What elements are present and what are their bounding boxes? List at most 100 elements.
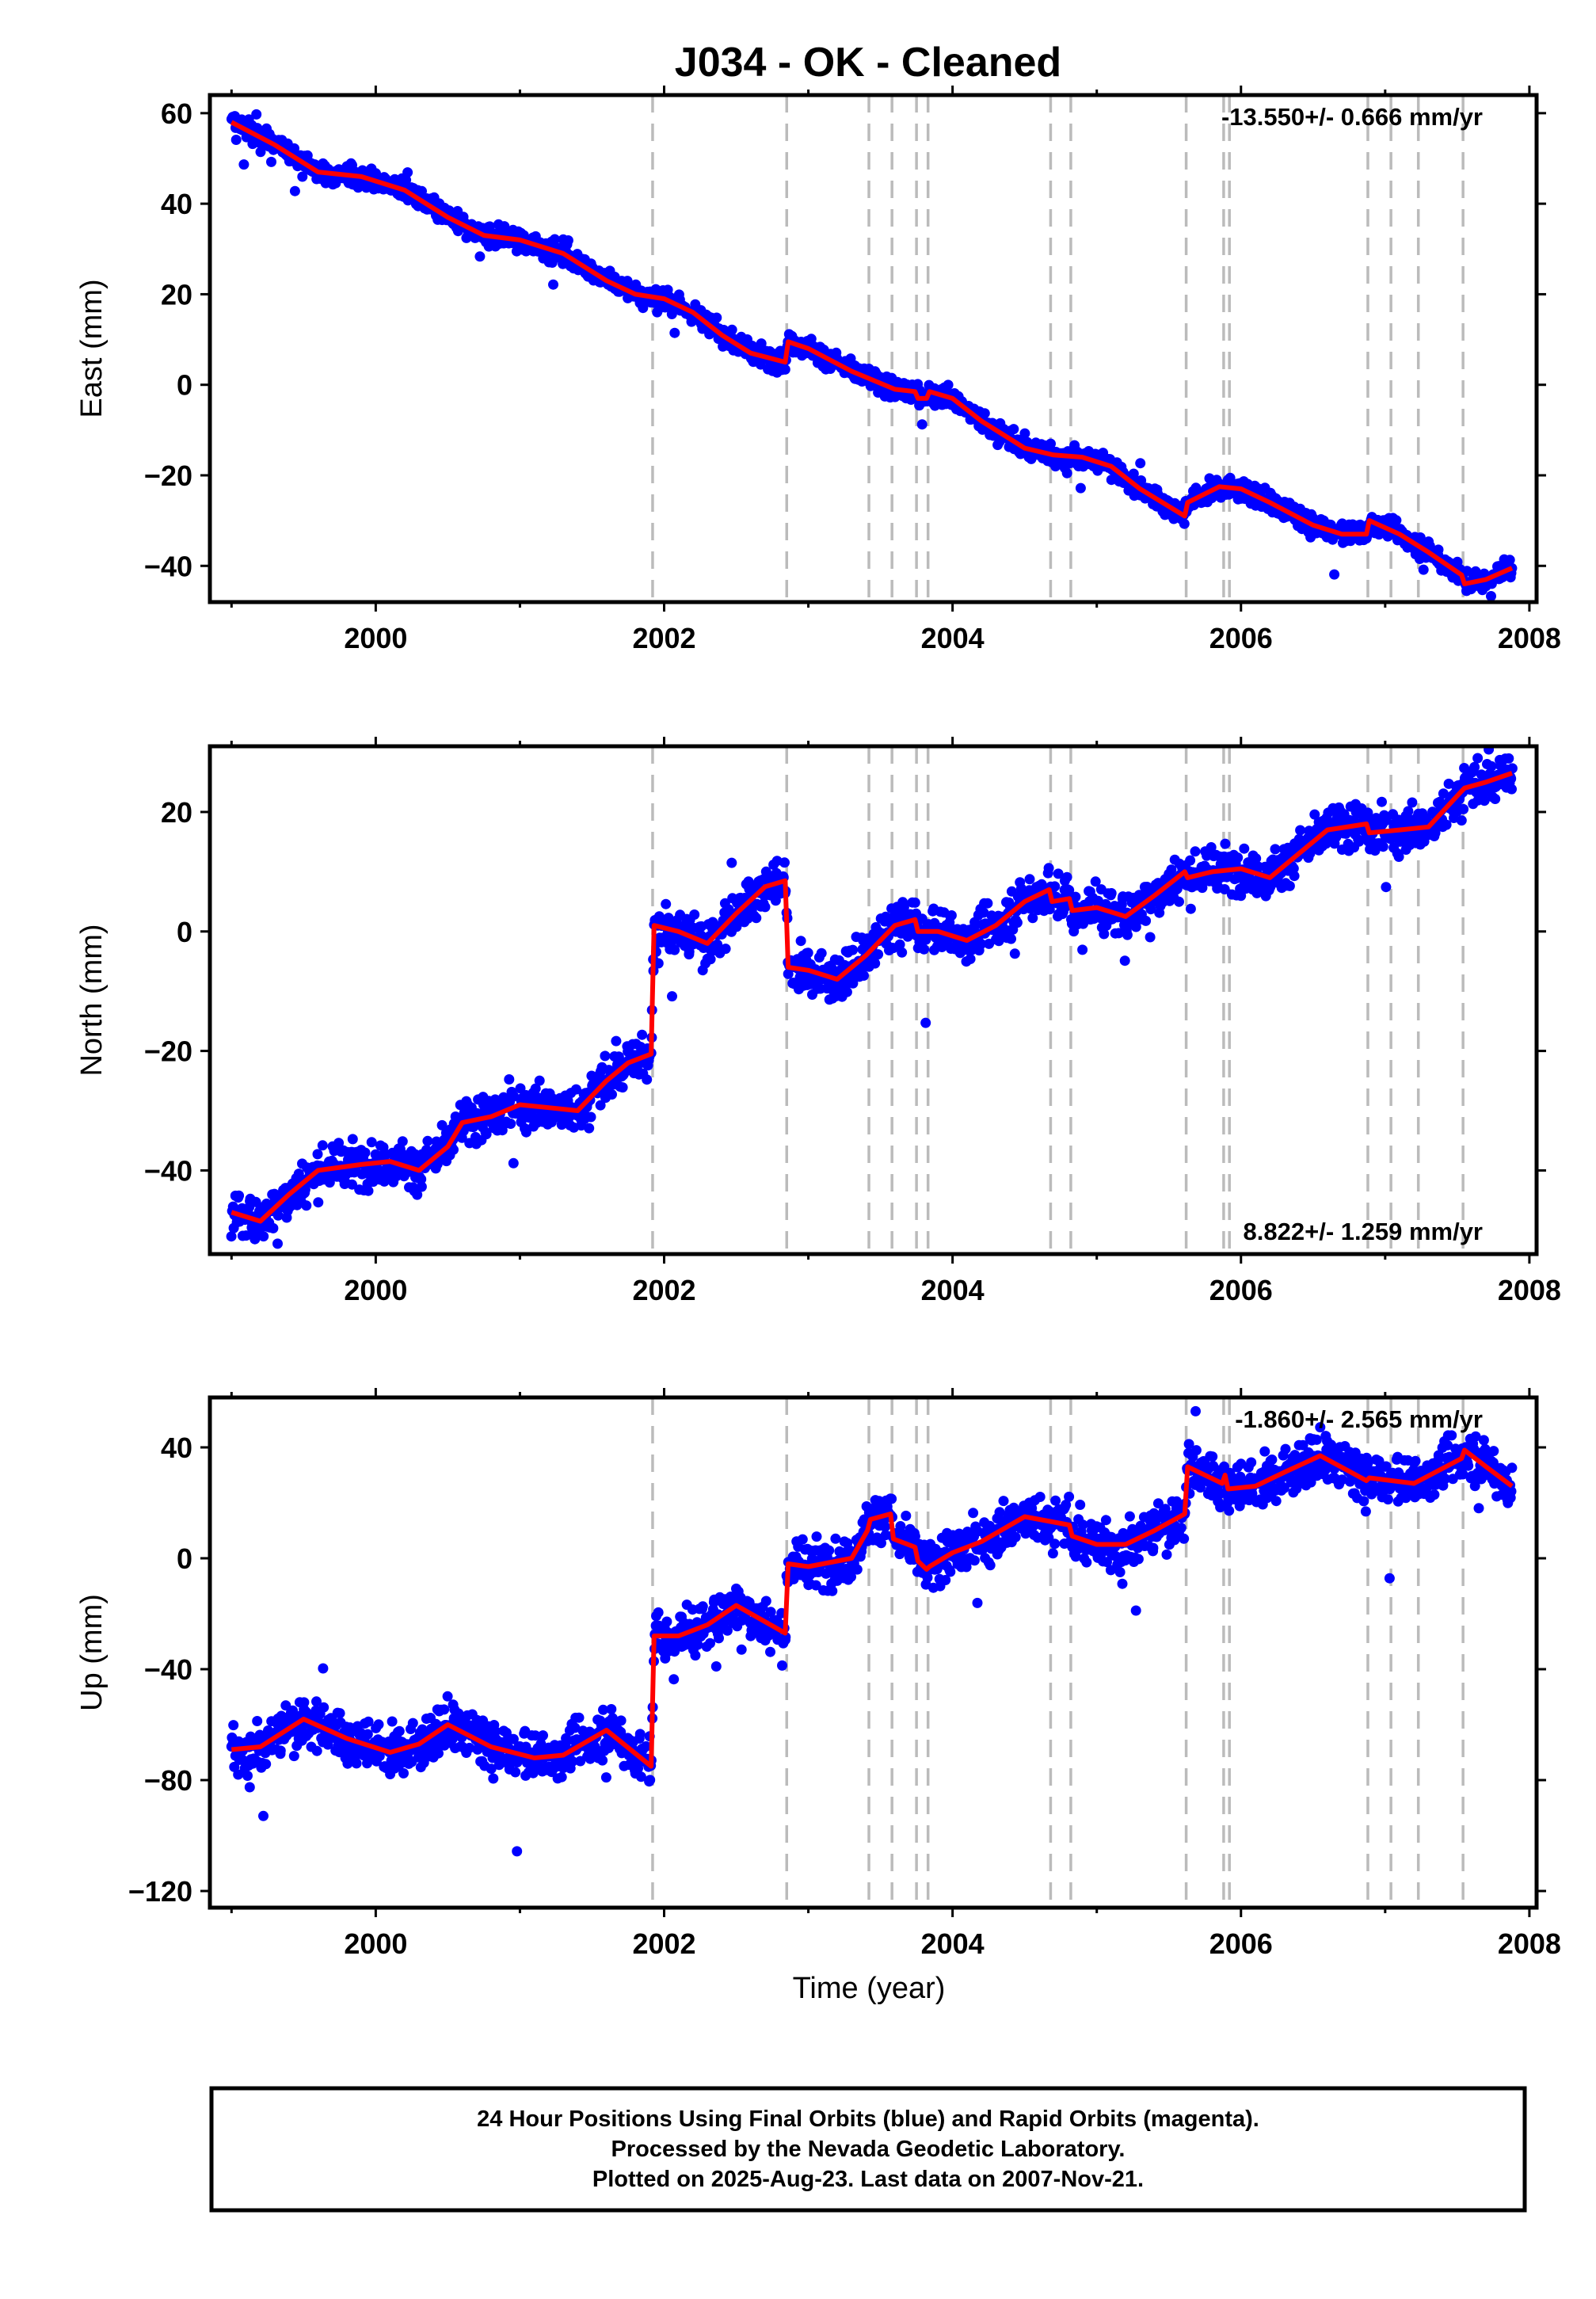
data-point [275,1745,286,1756]
data-point [1456,815,1467,826]
data-point [595,1100,606,1111]
data-point [668,1674,680,1685]
data-point [334,1708,345,1719]
data-point [1270,844,1281,855]
data-point [1185,903,1196,914]
data-point [1288,863,1299,874]
data-point [509,1091,520,1102]
data-point [1486,761,1497,772]
y-tick-label: −40 [144,1154,192,1187]
data-point [1354,836,1365,847]
data-point [504,1074,515,1085]
data-point [1135,458,1146,469]
data-point [965,954,976,964]
data-point [946,910,957,921]
data-point [1236,890,1247,902]
y-tick-label: 20 [161,278,192,311]
data-point [669,327,680,338]
data-point [297,171,308,182]
data-point [653,958,664,969]
y-tick-label: −20 [144,1035,192,1068]
data-point [642,1074,653,1085]
data-point [1206,842,1217,852]
data-point [585,1111,596,1123]
data-point [607,1089,617,1100]
data-point [311,1745,322,1756]
data-point [846,1571,856,1582]
data-point [895,1521,906,1531]
x-tick-label: 2008 [1498,1274,1561,1306]
data-point [229,1761,240,1772]
data-point [919,944,930,955]
data-point [978,907,989,918]
data-point [464,1742,475,1753]
data-point [1309,809,1320,820]
data-point [1393,852,1404,862]
data-point [1403,806,1414,817]
data-point [1479,795,1490,806]
data-point [1061,871,1072,883]
data-point [637,1029,648,1040]
y-tick-label: 20 [161,796,192,829]
y-axis-label: East (mm) [75,279,109,417]
data-point [976,939,987,949]
data-point [318,1663,329,1674]
data-point [653,1607,664,1618]
data-point [1027,913,1038,924]
data-point [1008,424,1019,435]
data-point [1503,753,1514,764]
data-point [1329,569,1340,580]
data-point [512,1846,523,1857]
data-point [1377,796,1387,807]
data-point [299,1697,310,1708]
data-point [779,364,790,375]
data-point [848,978,859,989]
data-point [635,1771,646,1782]
data-point [288,1705,299,1716]
data-point [876,1538,886,1549]
rate-annotation: 8.822+/- 1.259 mm/yr [1244,1218,1483,1245]
data-point [268,1222,279,1233]
data-point [597,1755,608,1766]
data-point [1070,891,1081,902]
data-point [711,312,722,323]
data-point [422,1135,433,1146]
data-point [1049,881,1061,892]
data-point [407,1718,418,1729]
x-tick-label: 2004 [921,1274,985,1306]
data-point [692,1639,703,1650]
data-point [313,1197,324,1208]
data-point [972,1597,983,1608]
data-point [1490,794,1501,804]
data-point [233,1769,244,1780]
data-point [777,1660,787,1671]
data-point [1122,929,1133,940]
data-point [945,1566,956,1577]
data-point [1077,944,1088,955]
data-point [530,1083,541,1094]
data-point [1377,841,1388,852]
y-tick-label: −40 [144,550,192,582]
data-point [922,1572,933,1583]
data-point [1006,933,1016,944]
data-point [969,1555,980,1566]
y-axis-label: North (mm) [75,924,109,1076]
data-point [548,279,558,290]
data-point [394,1725,405,1737]
data-point [870,958,881,969]
data-point [288,1751,299,1762]
data-point [398,1767,409,1779]
data-point [697,1601,708,1612]
data-point [251,109,262,120]
data-point [272,1210,284,1221]
data-point [556,1771,567,1782]
data-point [261,1759,272,1770]
data-point [1090,876,1101,887]
data-point [830,1533,841,1544]
data-point [347,1179,357,1190]
data-point [705,954,716,965]
data-point [311,1696,322,1707]
data-point [387,1716,398,1727]
data-point [920,1017,931,1028]
data-point [362,1729,373,1740]
